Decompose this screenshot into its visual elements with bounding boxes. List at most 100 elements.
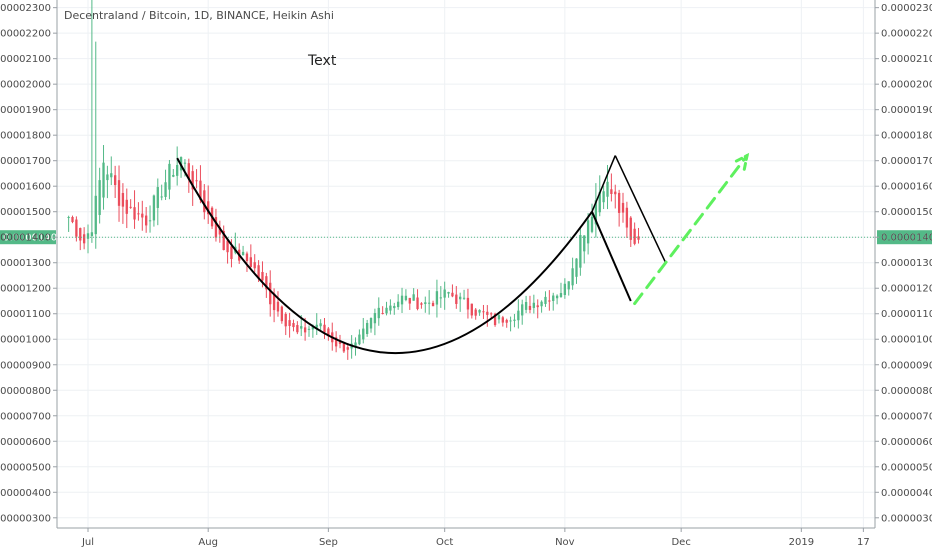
chart-title: Decentraland / Bitcoin, 1D, BINANCE, Hei… [64,9,334,22]
price-tag-right [877,230,932,245]
y-tick-label-left: 0.00001300 [0,258,51,269]
candle-body [412,294,415,301]
candle-body [195,180,198,182]
y-axis-left: 0.00000300 0.00000400 0.00000500 0.00000600… [0,0,58,528]
handle-left-line[interactable] [591,211,632,302]
candle-body [75,219,78,237]
y-tick-label-left: 0.00001700 [0,156,51,167]
candle-body [466,297,470,310]
candle-body [420,303,423,305]
y-tick-label-right: 0.00001700 [881,156,932,167]
y-tick-label-right: 0.00000400 [881,488,932,499]
candle-body [315,324,318,328]
y-tick-label-right: 0.00000900 [881,360,932,371]
candle-body [358,334,361,345]
candle-body [334,337,338,347]
candle-body [362,328,365,340]
y-tick-label-left: 0.00000900 [0,360,51,371]
candle-body [493,313,497,326]
projection-arrow-line[interactable] [633,154,749,306]
projection-arrow-head[interactable] [733,152,750,171]
candle-body [555,295,559,299]
candles [67,0,640,360]
grid-lines [57,0,875,528]
candle-body [621,202,625,213]
candle-body [218,227,221,235]
candle-body [129,206,132,208]
y-tick-label-left: 0.00001100 [0,309,51,320]
candle-body [230,246,233,259]
candle-body [571,268,574,286]
candle-body [598,192,601,213]
candle-body [435,291,439,305]
y-tick-label-right: 0.00000300 [881,513,932,524]
candle-body [245,253,249,262]
y-tick-label-left: 0.00000800 [0,386,51,397]
y-tick-label-right: 0.00001200 [881,284,932,295]
candle-body [393,306,396,309]
candle-body [327,328,330,337]
candle-body [168,163,171,190]
candle-body [462,297,466,299]
candle-body [637,236,640,240]
y-tick-label-left: 0.00002300 [0,3,51,14]
candle-body [148,220,152,222]
y-tick-label-right: 0.00002200 [881,29,932,40]
candle-body [517,310,520,321]
candle-body [265,276,268,290]
y-tick-label-right: 0.00001500 [881,207,932,218]
candle-body [152,195,156,221]
peak-right-line[interactable] [614,155,667,264]
x-tick-label: 2019 [789,537,814,548]
candle-body [478,309,481,313]
candle-body [400,295,404,305]
candle-body [416,297,419,310]
candle-body [226,240,229,253]
cup-curve[interactable] [176,157,593,355]
y-tick-label-right: 0.00000500 [881,462,932,473]
candle-body [389,305,392,311]
candle-body [447,292,450,294]
candle-body [575,258,578,277]
candle-body [323,324,326,333]
candle-body [629,217,632,240]
candle-body [160,196,163,198]
candle-body [86,233,90,239]
candle-body [365,322,369,335]
candle-body [594,200,598,225]
candle-body [482,311,485,313]
candle-body [319,323,322,327]
candle-body [602,191,605,203]
candle-body [431,302,435,307]
candle-body [253,262,256,269]
candle-body [241,251,245,256]
candle-body [172,174,175,177]
candle-body [183,162,187,164]
candle-body [133,207,136,220]
candle-body [536,305,539,308]
candle-body [408,297,411,304]
candle-body [90,232,94,237]
candle-body [524,302,528,310]
y-tick-label-left: 0.00000300 [0,513,51,524]
y-tick-label-right: 0.00000700 [881,411,932,422]
y-tick-label-right: 0.00002300 [881,3,932,14]
candle-body [474,309,477,316]
candle-body [373,313,377,324]
candle-body [249,257,253,268]
y-tick-label-left: 0.00000700 [0,411,51,422]
candle-body [610,189,613,194]
candle-body [497,315,501,320]
candle-body [137,213,140,215]
candle-body [424,302,427,305]
candle-body [187,163,190,180]
candle-body [110,173,113,178]
candle-body [311,326,315,330]
peak-left-line[interactable] [591,155,616,212]
candle-body [176,164,179,176]
candle-body [586,220,590,244]
y-axis-right: 0.00000300 0.00000400 0.00000500 0.00000600… [874,0,932,528]
candle-body [102,162,105,198]
y-tick-label-right: 0.00001400 [881,233,932,244]
